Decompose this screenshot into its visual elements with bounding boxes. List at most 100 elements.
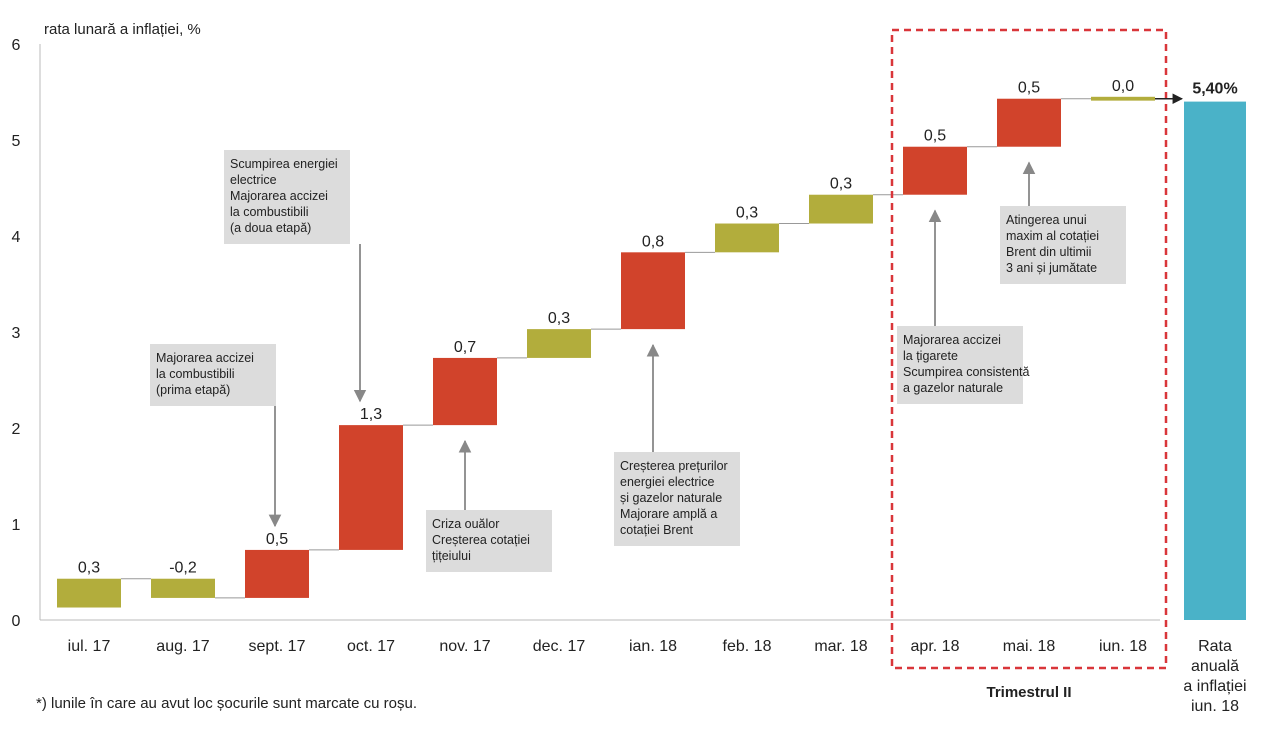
- x-tick-label: apr. 18: [911, 638, 960, 655]
- annotation-line: și gazelor naturale: [620, 491, 722, 505]
- bars: [57, 96, 1155, 608]
- annotation: Criza ouălor Creșterea cotației țițeiului: [426, 439, 552, 572]
- annotation-text: Scumpirea energiei electrice Majorarea acc…: [230, 157, 338, 235]
- x-tick-label: ian. 18: [629, 638, 677, 655]
- total-value-label: 5,40%: [1192, 81, 1237, 98]
- y-tick-label: 6: [12, 37, 21, 54]
- x-tick-label: feb. 18: [723, 638, 772, 655]
- total-bar: [1184, 101, 1246, 621]
- annotation-text: Atingerea unui maxim al cotației Brent din…: [1006, 213, 1099, 275]
- highlight-box: [890, 28, 1168, 670]
- y-tick-label: 2: [12, 421, 21, 438]
- annotation-line: Brent din ultimii: [1006, 245, 1091, 259]
- annotation-line: Majorarea accizei: [156, 351, 254, 365]
- value-label: 0,5: [266, 531, 288, 548]
- x-tick-label: mai. 18: [1003, 638, 1056, 655]
- annotation-line: electrice: [230, 173, 277, 187]
- value-label: 1,3: [360, 406, 382, 423]
- annotation-box: [1000, 206, 1126, 284]
- bar: [57, 578, 121, 608]
- annotation-line: 3 ani și jumătate: [1006, 261, 1097, 275]
- annotation-line: energiei electrice: [620, 475, 715, 489]
- annotation: Atingerea unui maxim al cotației Brent din…: [1000, 161, 1126, 284]
- annotation-line: Criza ouălor: [432, 517, 499, 531]
- annotation-line: (prima etapă): [156, 383, 230, 397]
- value-label: 0,3: [78, 560, 100, 577]
- annotation-line: Majorarea accizei: [903, 333, 1001, 347]
- bar: [715, 223, 779, 253]
- value-label: 0,3: [830, 176, 852, 193]
- value-label: 0,3: [736, 205, 758, 222]
- annotation-text: Majorarea accizei la combustibili (prima e…: [156, 351, 254, 397]
- annotation-line: Majorarea accizei: [230, 189, 328, 203]
- bar: [433, 357, 497, 426]
- total-category-line: a inflației: [1183, 678, 1246, 695]
- annotation-box: [897, 326, 1023, 404]
- annotation: Majorarea accizei la țigarete Scumpirea co…: [897, 209, 1030, 404]
- annotation-box: [224, 150, 350, 244]
- y-tick-label: 5: [12, 133, 21, 150]
- bar: [1091, 96, 1155, 101]
- annotation: Majorarea accizei la combustibili (prima e…: [150, 344, 282, 528]
- annotation-box: [426, 510, 552, 572]
- value-label: 0,5: [924, 128, 946, 145]
- y-axis-title: rata lunară a inflației, %: [44, 21, 201, 38]
- annotations: Majorarea accizei la combustibili (prima e…: [150, 150, 1126, 572]
- bar: [621, 252, 685, 330]
- annotation-line: Creșterea cotației: [432, 533, 530, 547]
- annotation-text: Majorarea accizei la țigarete Scumpirea co…: [903, 333, 1030, 395]
- total-category-line: Rata: [1198, 638, 1232, 655]
- annotation-line: Scumpirea energiei: [230, 157, 338, 171]
- bar: [903, 146, 967, 195]
- annotation: Scumpirea energiei electrice Majorarea acc…: [224, 150, 367, 403]
- x-tick-label: iun. 18: [1099, 638, 1147, 655]
- y-tick-label: 4: [12, 229, 21, 246]
- annotation-line: țițeiului: [432, 549, 471, 563]
- value-label: -0,2: [169, 560, 197, 577]
- total-category-line: iun. 18: [1191, 698, 1239, 715]
- bar: [151, 578, 215, 598]
- y-tick-label: 1: [12, 517, 21, 534]
- annotation-line: (a doua etapă): [230, 221, 311, 235]
- bar: [339, 425, 403, 550]
- annotation-box: [150, 344, 276, 406]
- x-tick-label: sept. 17: [249, 638, 306, 655]
- connector-lines: [121, 98, 1091, 599]
- y-tick-labels: 0 1 2 3 4 5 6: [12, 37, 21, 630]
- value-label: 0,8: [642, 233, 664, 250]
- annotation-line: Majorare amplă a: [620, 507, 717, 521]
- bar: [809, 194, 873, 224]
- y-tick-label: 3: [12, 325, 21, 342]
- value-label: 0,3: [548, 310, 570, 327]
- annotation-line: la combustibili: [230, 205, 309, 219]
- annotation: Creșterea prețurilor energiei electrice și…: [614, 343, 740, 546]
- highlight-label: Trimestrul II: [986, 684, 1071, 701]
- bar: [527, 329, 591, 358]
- bar: [245, 549, 309, 598]
- value-label: 0,7: [454, 339, 476, 356]
- annotation-box: [614, 452, 740, 546]
- x-tick-label: oct. 17: [347, 638, 395, 655]
- y-tick-label: 0: [12, 613, 21, 630]
- value-labels: 0,3 -0,2 0,5 1,3 0,7 0,3 0,8 0,3 0,3 0,5 0,5 0,0: [78, 78, 1134, 577]
- annotation-text: Criza ouălor Creșterea cotației țițeiului: [432, 517, 530, 563]
- bar: [997, 98, 1061, 147]
- value-label: 0,5: [1018, 80, 1040, 97]
- x-tick-label: mar. 18: [814, 638, 867, 655]
- x-tick-label: nov. 17: [439, 638, 490, 655]
- annotation-line: Scumpirea consistentă: [903, 365, 1030, 379]
- annotation-text: Creșterea prețurilor energiei electrice și…: [620, 459, 728, 537]
- x-tick-label: dec. 17: [533, 638, 586, 655]
- total-category-line: anuală: [1191, 658, 1239, 675]
- x-tick-label: iul. 17: [68, 638, 111, 655]
- annotation-line: la țigarete: [903, 349, 958, 363]
- value-label: 0,0: [1112, 78, 1134, 95]
- total-category-label: Rata anuală a inflației iun. 18: [1183, 638, 1246, 715]
- annotation-line: cotației Brent: [620, 523, 693, 537]
- footnote: *) lunile în care au avut loc șocurile s…: [36, 695, 417, 712]
- annotation-line: maxim al cotației: [1006, 229, 1099, 243]
- annotation-line: la combustibili: [156, 367, 235, 381]
- annotation-line: Atingerea unui: [1006, 213, 1087, 227]
- x-tick-label: aug. 17: [156, 638, 209, 655]
